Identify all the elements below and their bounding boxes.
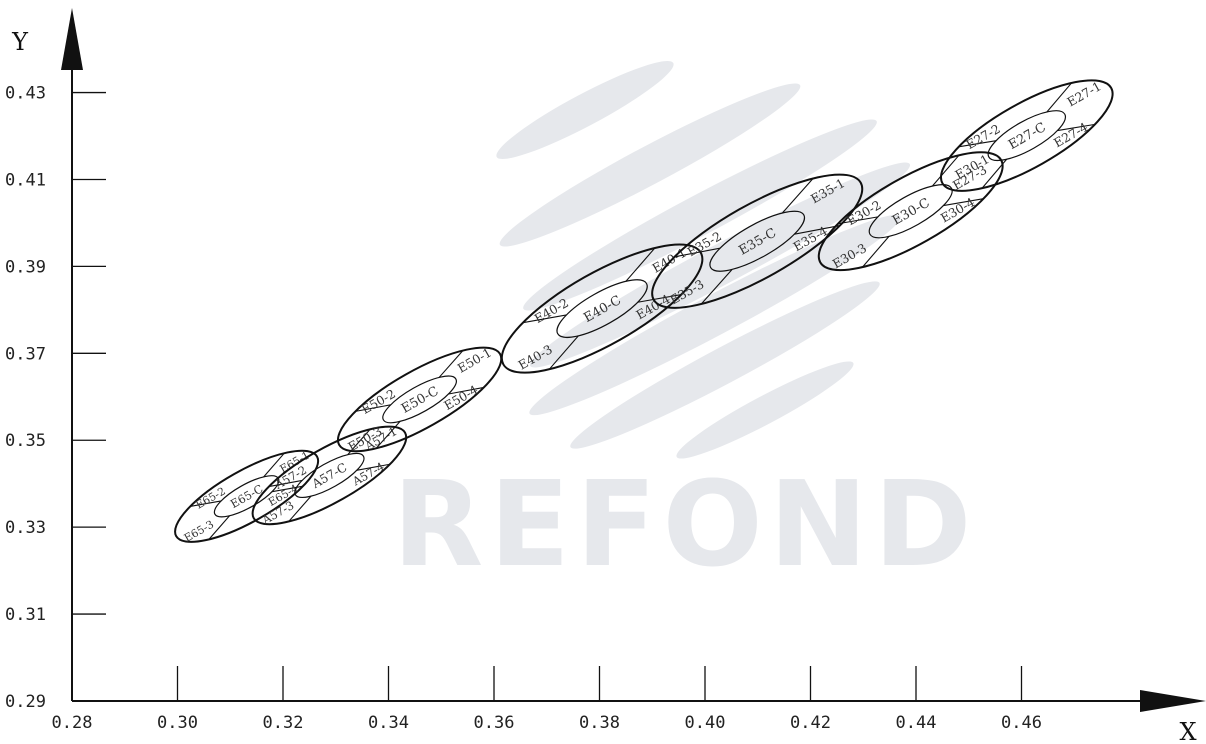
y-tick-label: 0.39 — [5, 257, 46, 277]
bin-divider — [1046, 82, 1072, 113]
bin-center-label: E50-C — [399, 384, 441, 417]
x-tick-label: 0.46 — [1001, 713, 1042, 733]
y-tick-label: 0.31 — [5, 605, 46, 625]
x-axis-arrow — [1140, 690, 1206, 712]
axes: Y X 0.28 0.30 0.32 0.34 0.36 0.38 0.40 0.42 0.44… — [5, 8, 1206, 744]
bin-divider — [288, 495, 312, 522]
bin-divider — [375, 420, 401, 449]
x-tick-label: 0.28 — [52, 713, 93, 733]
x-tick-label: 0.36 — [474, 713, 515, 733]
bin-outer-ellipse — [500, 243, 704, 374]
bin-quadrant-label: E40-3 — [516, 342, 555, 372]
bin-divider — [189, 500, 222, 507]
y-axis-title: Y — [11, 28, 29, 56]
bin-divider — [837, 216, 879, 225]
bin-divider — [625, 247, 656, 282]
x-tick-label: 0.32 — [263, 713, 304, 733]
x-tick-label: 0.44 — [896, 713, 937, 733]
bin-outer-ellipse — [174, 449, 320, 543]
watermark-logo: REFOND — [392, 60, 977, 593]
bin-inner-ellipse — [382, 375, 457, 424]
bin-divider — [271, 485, 304, 493]
bin-divider — [637, 294, 682, 303]
bin-inner-ellipse — [556, 279, 648, 339]
bin-divider — [932, 154, 960, 187]
y-tick-label: 0.35 — [5, 431, 46, 451]
bin-outer-ellipse — [940, 79, 1114, 192]
bin-outer-ellipse — [336, 346, 503, 453]
y-tick-label: 0.33 — [5, 518, 46, 538]
y-ticks: 0.29 0.31 0.33 0.35 0.37 0.39 0.41 0.43 — [5, 84, 106, 712]
x-tick-label: 0.34 — [368, 713, 409, 733]
bin-inner-ellipse — [987, 110, 1067, 162]
bin-divider — [700, 269, 733, 305]
x-axis-title: X — [1179, 718, 1196, 744]
bin-divider — [522, 314, 567, 324]
bin-center-label: E27-C — [1006, 120, 1049, 153]
watermark-text: REFOND — [392, 455, 977, 593]
bin-inner-ellipse — [294, 452, 365, 498]
y-tick-label: 0.37 — [5, 344, 46, 364]
bin-divider — [794, 225, 840, 235]
watermark-stripes — [496, 60, 911, 459]
x-tick-label: 0.42 — [790, 713, 831, 733]
bin-divider — [958, 140, 997, 148]
bin-divider — [356, 463, 391, 471]
bin-inner-ellipse — [868, 184, 953, 239]
bin-divider — [355, 404, 391, 412]
y-tick-label: 0.43 — [5, 84, 46, 104]
bin-divider — [862, 236, 890, 268]
y-tick-label: 0.41 — [5, 170, 46, 190]
y-axis-arrow — [61, 8, 83, 70]
x-tick-label: 0.30 — [157, 713, 198, 733]
bin-quadrant-label: A57-4 — [349, 459, 387, 489]
bin-outer-ellipse — [651, 173, 864, 309]
bin-inner-ellipse — [709, 210, 806, 272]
bin-divider — [981, 158, 1008, 189]
bin-divider — [438, 350, 464, 378]
bin-center-label: E30-C — [890, 196, 933, 229]
x-tick-label: 0.38 — [579, 713, 620, 733]
bin-quadrant-label: E50-4 — [442, 383, 481, 413]
x-ticks: 0.28 0.30 0.32 0.34 0.36 0.38 0.40 0.42 0.44 0.46 — [52, 666, 1042, 733]
bin-center-label: A57-C — [309, 460, 350, 491]
bin-outer-ellipse — [251, 425, 408, 526]
bin-divider — [781, 178, 814, 214]
bin-divider — [208, 515, 230, 540]
bin-divider — [448, 386, 484, 395]
bin-divider — [548, 335, 579, 370]
bin-divider — [263, 452, 285, 478]
y-tick-label: 0.29 — [5, 692, 46, 712]
bin-divider — [943, 198, 984, 207]
bin-divider — [674, 247, 721, 258]
x-tick-label: 0.40 — [685, 713, 726, 733]
bin-divider — [1057, 123, 1096, 132]
bin-divider — [268, 479, 303, 488]
